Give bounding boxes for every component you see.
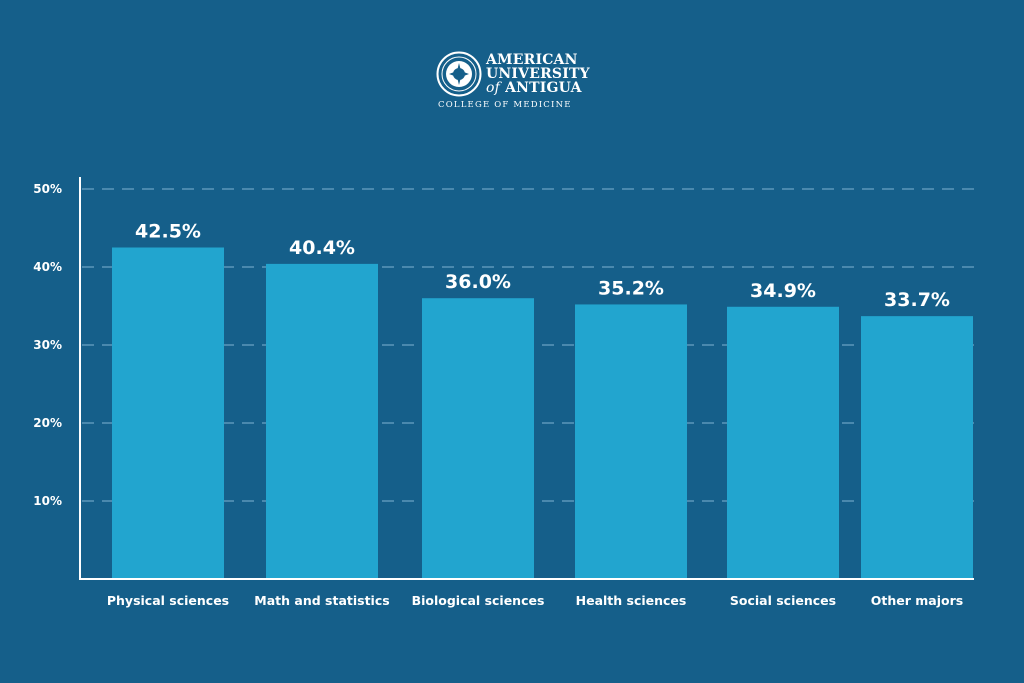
data-label: 33.7% <box>884 289 950 311</box>
data-labels: 42.5% 40.4% 36.0% 35.2% 34.9% 33.7% <box>135 221 950 312</box>
bar-social-sciences <box>727 306 839 579</box>
category-label: Biological sciences <box>412 593 545 608</box>
logo-subline: COLLEGE OF MEDICINE <box>438 100 572 110</box>
category-label: Math and statistics <box>254 593 389 608</box>
bar-physical-sciences <box>112 247 224 579</box>
category-label: Health sciences <box>576 593 687 608</box>
bar-health-sciences <box>575 304 687 579</box>
y-tick-label: 10% <box>33 494 62 508</box>
data-label: 35.2% <box>598 277 664 299</box>
bar-math-and-statistics <box>266 263 378 579</box>
university-seal-icon <box>436 51 482 97</box>
y-tick-label: 40% <box>33 260 62 274</box>
bar-biological-sciences <box>422 298 534 579</box>
data-label: 40.4% <box>289 237 355 259</box>
y-tick-label: 50% <box>33 182 62 196</box>
y-tick-label: 30% <box>33 338 62 352</box>
logo-of: of <box>486 80 501 96</box>
logo-line-american: AMERICAN <box>486 52 578 68</box>
category-label: Social sciences <box>730 593 836 608</box>
logo-antigua: ANTIGUA <box>505 80 582 96</box>
bar-other-majors <box>861 316 973 579</box>
category-label: Other majors <box>871 593 963 608</box>
data-label: 36.0% <box>445 271 511 293</box>
university-logo: AMERICAN UNIVERSITY of ANTIGUA COLLEGE O… <box>436 50 596 112</box>
y-axis-ticks: 10% 20% 30% 40% 50% <box>33 182 62 508</box>
category-labels: Physical sciences Math and statistics Biol… <box>107 593 963 608</box>
category-label: Physical sciences <box>107 593 229 608</box>
y-tick-label: 20% <box>33 416 62 430</box>
logo-line-university: UNIVERSITY <box>486 66 590 82</box>
data-label: 34.9% <box>750 280 816 302</box>
data-label: 42.5% <box>135 221 201 243</box>
bars <box>112 247 973 579</box>
logo-line-antigua: of ANTIGUA <box>486 81 582 95</box>
